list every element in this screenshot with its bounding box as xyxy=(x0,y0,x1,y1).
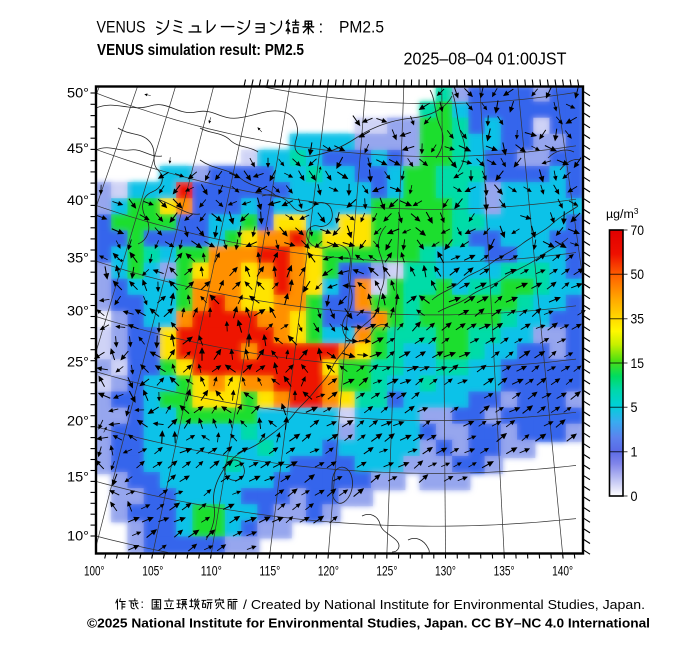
svg-text:©2025 National Institute for E: ©2025 National Institute for Environment… xyxy=(87,616,650,631)
svg-text:105°: 105° xyxy=(142,564,163,579)
svg-text:VENUS: VENUS xyxy=(97,18,146,37)
svg-text:/ Created by National Institut: / Created by National Institute for Envi… xyxy=(243,597,645,612)
svg-text:5: 5 xyxy=(631,399,638,415)
svg-text:140°: 140° xyxy=(552,564,573,579)
svg-text:20°: 20° xyxy=(67,414,89,429)
svg-text:15: 15 xyxy=(631,355,645,371)
svg-text:35: 35 xyxy=(631,311,645,327)
svg-text::: : xyxy=(319,18,324,37)
svg-text:40°: 40° xyxy=(67,193,89,208)
svg-text:45°: 45° xyxy=(67,141,89,156)
svg-text:PM2.5: PM2.5 xyxy=(339,18,384,37)
svg-text:70: 70 xyxy=(631,222,645,238)
svg-text:15°: 15° xyxy=(67,470,89,485)
svg-text:25°: 25° xyxy=(67,355,89,370)
svg-text:130°: 130° xyxy=(435,564,456,579)
svg-text:50: 50 xyxy=(631,266,645,282)
svg-text:VENUS simulation result: PM2.5: VENUS simulation result: PM2.5 xyxy=(97,42,304,59)
svg-text::: : xyxy=(141,597,144,611)
svg-text:50°: 50° xyxy=(67,86,89,101)
svg-text:1: 1 xyxy=(631,444,638,460)
svg-text:135°: 135° xyxy=(494,564,515,579)
svg-text:125°: 125° xyxy=(376,564,397,579)
svg-text:µg/m3: µg/m3 xyxy=(606,206,639,221)
svg-text:100°: 100° xyxy=(84,564,105,579)
svg-text:35°: 35° xyxy=(67,251,89,266)
svg-text:120°: 120° xyxy=(318,564,339,579)
svg-text:2025–08–04 01:00JST: 2025–08–04 01:00JST xyxy=(404,49,567,69)
svg-text:10°: 10° xyxy=(67,529,89,544)
svg-text:115°: 115° xyxy=(259,564,280,579)
svg-text:110°: 110° xyxy=(201,564,222,579)
svg-text:30°: 30° xyxy=(67,304,89,319)
svg-text:0: 0 xyxy=(631,488,638,504)
